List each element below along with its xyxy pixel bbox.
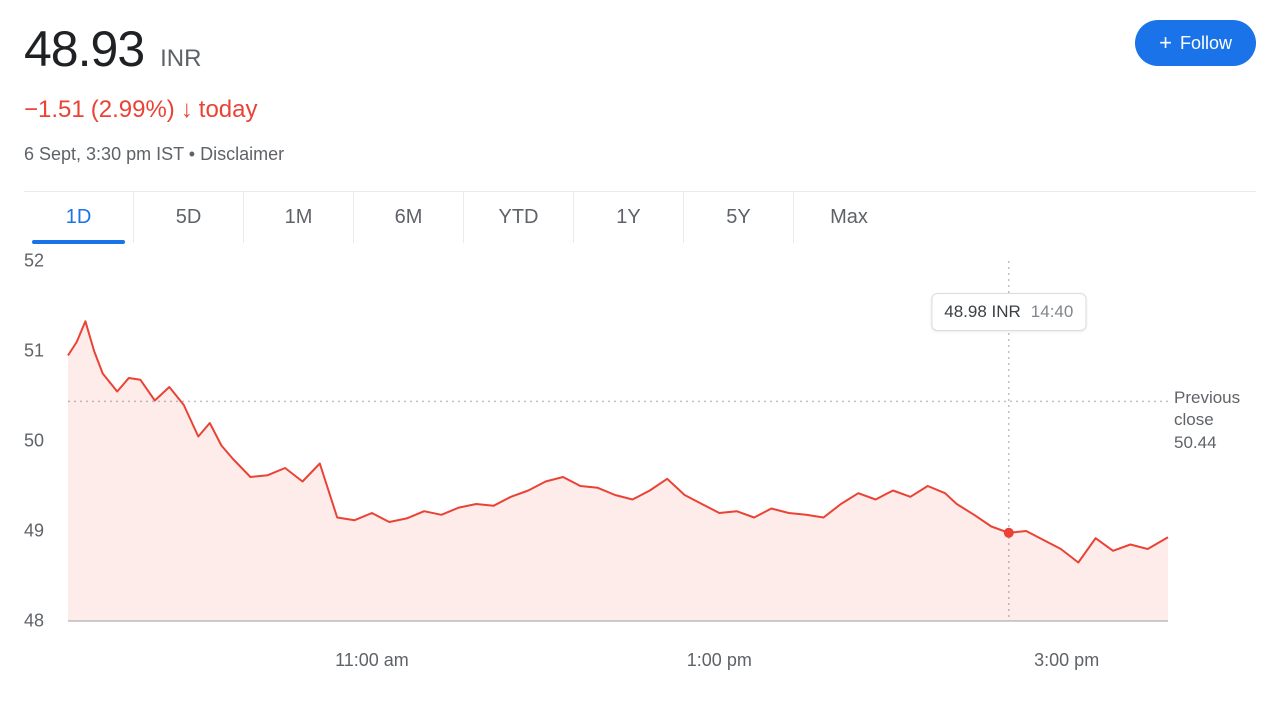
tab-5d[interactable]: 5D (134, 192, 244, 243)
x-tick-label: 1:00 pm (687, 650, 752, 671)
change-percent: (2.99%) (91, 96, 175, 124)
separator: • (189, 144, 200, 164)
plus-icon: + (1159, 32, 1172, 54)
previous-close-label: Previousclose50.44 (1174, 387, 1256, 453)
timestamp-row: 6 Sept, 3:30 pm IST • Disclaimer (24, 144, 284, 165)
y-tick-label: 48 (24, 611, 44, 632)
tab-1y[interactable]: 1Y (574, 192, 684, 243)
disclaimer-link[interactable]: Disclaimer (200, 144, 284, 164)
change-value: −1.51 (24, 96, 85, 124)
x-tick-label: 3:00 pm (1034, 650, 1099, 671)
follow-button[interactable]: + Follow (1135, 20, 1256, 66)
timestamp: 6 Sept, 3:30 pm IST (24, 144, 184, 164)
tab-1d[interactable]: 1D (24, 192, 134, 243)
range-tabs: 1D5D1M6MYTD1Y5YMax (24, 191, 1256, 243)
hover-tooltip: 48.98 INR14:40 (931, 293, 1086, 331)
price-change: −1.51 (2.99%) ↓ today (24, 96, 284, 124)
currency-label: INR (160, 45, 201, 73)
y-tick-label: 52 (24, 251, 44, 272)
tab-ytd[interactable]: YTD (464, 192, 574, 243)
follow-label: Follow (1180, 33, 1232, 54)
change-period: today (199, 96, 258, 124)
tab-max[interactable]: Max (794, 192, 904, 243)
price-summary: 48.93 INR −1.51 (2.99%) ↓ today 6 Sept, … (24, 20, 284, 165)
y-tick-label: 49 (24, 521, 44, 542)
down-arrow-icon: ↓ (181, 96, 193, 124)
x-tick-label: 11:00 am (335, 650, 409, 671)
tab-5y[interactable]: 5Y (684, 192, 794, 243)
tab-1m[interactable]: 1M (244, 192, 354, 243)
price-chart[interactable]: 484950515211:00 am1:00 pm3:00 pmPrevious… (24, 261, 1256, 671)
y-tick-label: 50 (24, 431, 44, 452)
tab-6m[interactable]: 6M (354, 192, 464, 243)
current-price: 48.93 (24, 20, 144, 78)
y-tick-label: 51 (24, 341, 44, 362)
